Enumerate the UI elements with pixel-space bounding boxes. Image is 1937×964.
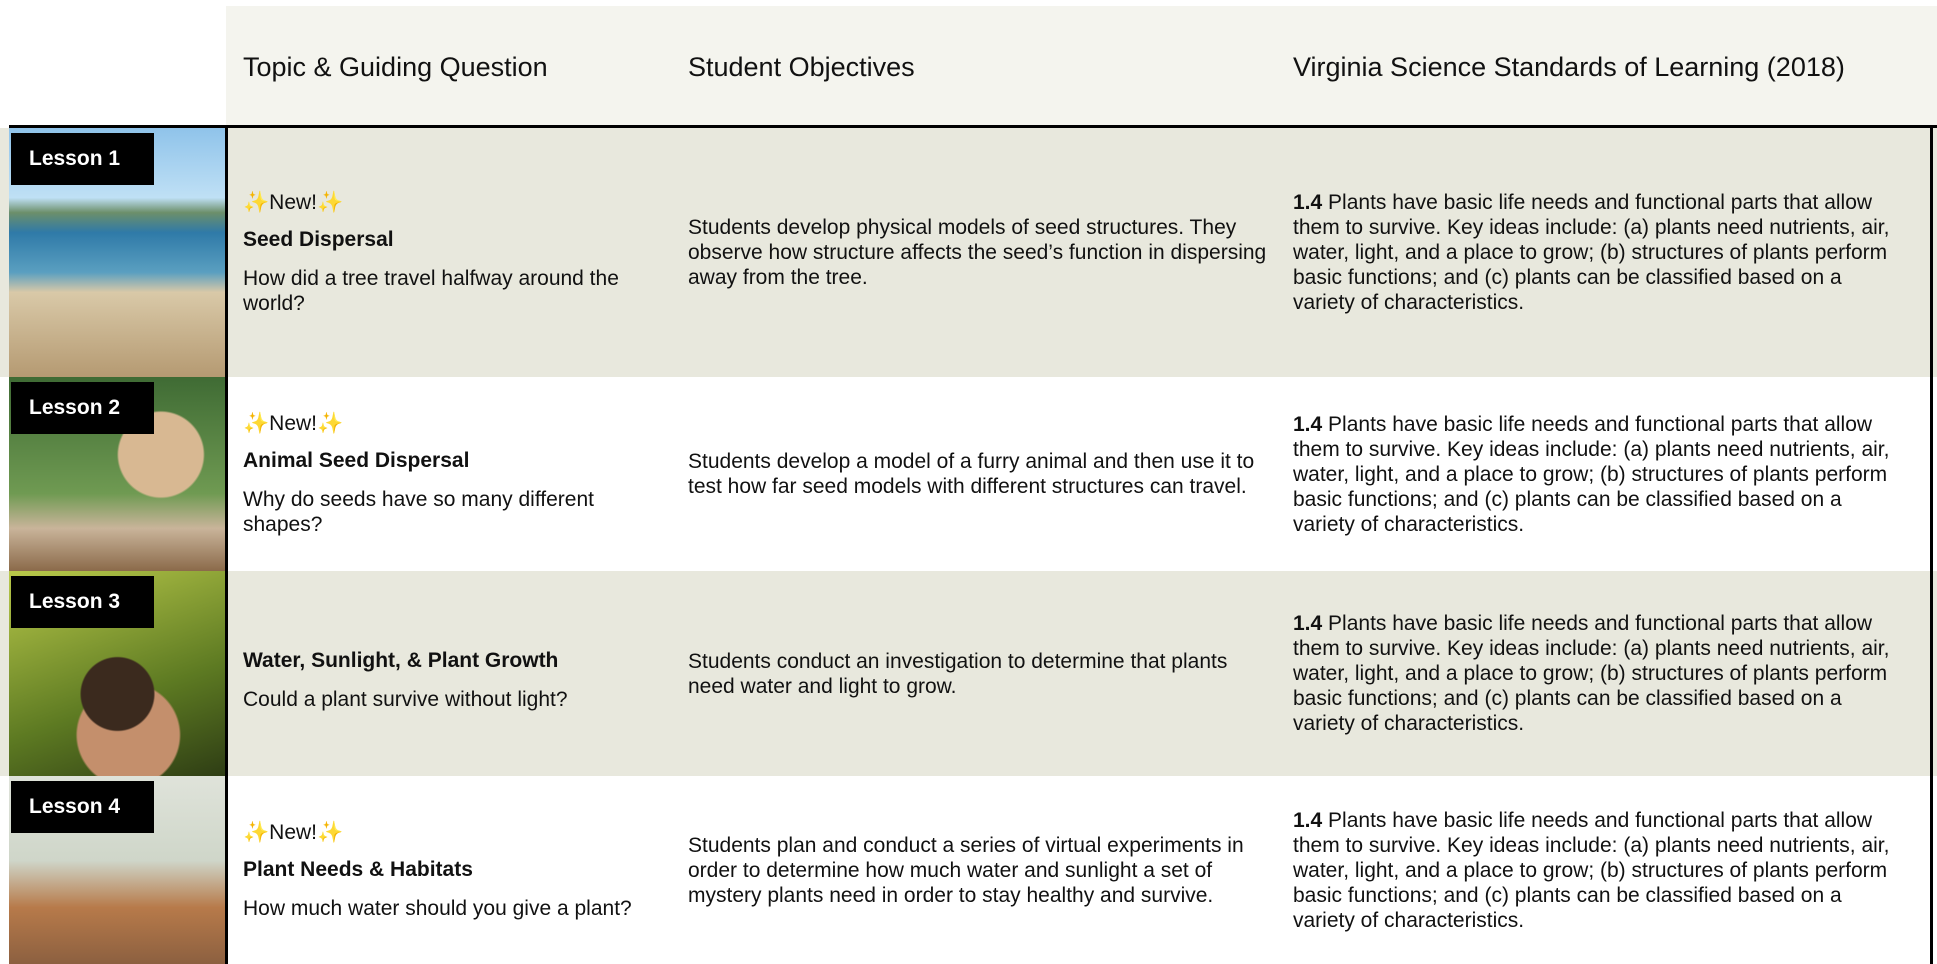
topic-title: Seed Dispersal [243,227,394,251]
topic-title: Water, Sunlight, & Plant Growth [243,648,559,672]
standard-code: 1.4 [1293,612,1323,635]
column-rule [225,125,228,964]
objectives-cell: Students conduct an investigation to det… [688,571,1268,776]
lesson-label: Lesson 1 [11,133,154,185]
standard-text: Plants have basic life needs and functio… [1293,191,1890,314]
objectives-text: Students plan and conduct a series of vi… [688,833,1244,907]
lesson-row: Lesson 2 ✨New!✨ Animal Seed Dispersal Why d… [0,377,1937,571]
objectives-cell: Students plan and conduct a series of vi… [688,776,1268,964]
topic-cell: ✨New!✨ Animal Seed Dispersal Why do seeds … [243,377,668,571]
topic-title: Animal Seed Dispersal [243,449,470,472]
column-header: Virginia Science Standards of Learning (… [1293,52,1845,82]
topic-cell: ✨New!✨ Plant Needs & Habitats How much wat… [243,776,668,964]
standards-cell: 1.4 Plants have basic life needs and fun… [1293,128,1903,377]
new-badge: ✨New!✨ [243,820,344,844]
objectives-cell: Students develop a model of a furry anim… [688,377,1268,571]
standard-text: Plants have basic life needs and functio… [1293,808,1890,932]
lesson-label: Lesson 3 [11,576,154,628]
standard: 1.4 Plants have basic life needs and fun… [1293,611,1903,736]
standard-code: 1.4 [1293,808,1323,832]
standard-code: 1.4 [1293,191,1323,214]
right-rule [1930,125,1933,964]
lesson-row: Lesson 4 ✨New!✨ Plant Needs & Habitats How … [0,776,1937,964]
objectives-text: Students develop a model of a furry anim… [688,450,1255,498]
lesson-label: Lesson 4 [11,781,154,833]
standards-cell: 1.4 Plants have basic life needs and fun… [1293,776,1903,964]
column-header: Student Objectives [688,52,915,82]
header-band [226,6,1937,126]
guiding-question: Could a plant survive without light? [243,687,568,711]
guiding-question: How much water should you give a plant? [243,896,632,920]
new-badge: ✨New!✨ [243,190,344,214]
lesson-label: Lesson 2 [11,382,154,434]
standard-text: Plants have basic life needs and functio… [1293,412,1890,536]
lesson-row: Lesson 3 Water, Sunlight, & Plant Growth C… [0,571,1937,776]
standards-cell: 1.4 Plants have basic life needs and fun… [1293,571,1903,776]
guiding-question: Why do seeds have so many different shap… [243,488,594,536]
standards-cell: 1.4 Plants have basic life needs and fun… [1293,377,1903,571]
topic-title: Plant Needs & Habitats [243,857,473,881]
guiding-question: How did a tree travel halfway around the… [243,266,619,315]
new-badge: ✨New!✨ [243,412,344,435]
standard: 1.4 Plants have basic life needs and fun… [1293,808,1903,933]
objectives-text: Students conduct an investigation to det… [688,649,1228,698]
standard: 1.4 Plants have basic life needs and fun… [1293,412,1903,537]
topic-cell: Water, Sunlight, & Plant Growth Could a p… [243,571,668,776]
lesson-row: Lesson 1 ✨New!✨ Seed Dispersal How did a tr… [0,128,1937,377]
column-header: Topic & Guiding Question [243,52,548,82]
standard: 1.4 Plants have basic life needs and fun… [1293,190,1903,315]
topic-cell: ✨New!✨ Seed Dispersal How did a tree trave… [243,128,668,377]
standard-code: 1.4 [1293,412,1323,436]
standard-text: Plants have basic life needs and functio… [1293,612,1890,735]
objectives-text: Students develop physical models of seed… [688,216,1267,289]
header-rule [9,125,1937,128]
objectives-cell: Students develop physical models of seed… [688,128,1268,377]
